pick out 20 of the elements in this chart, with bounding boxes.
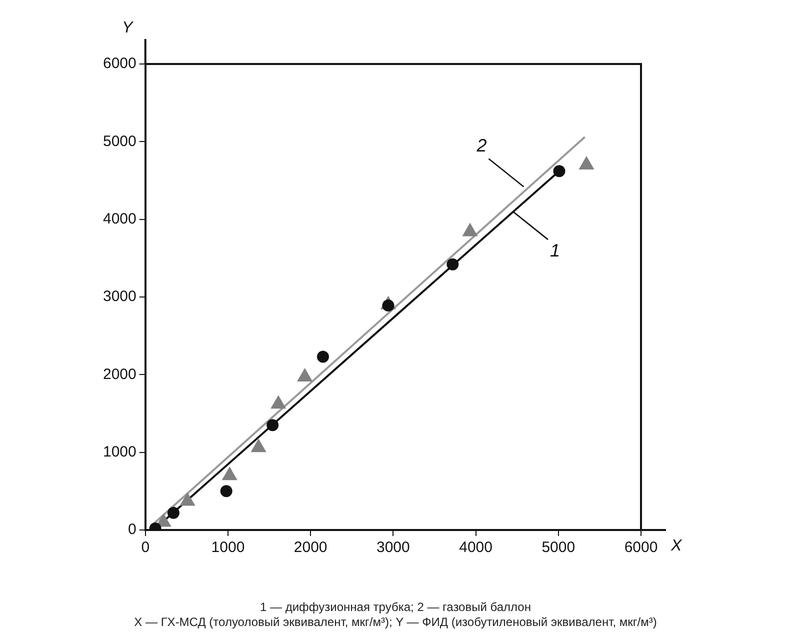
y-tick-label: 1000 xyxy=(102,443,136,460)
x-tick-label: 4000 xyxy=(459,539,492,556)
text: 1 — диффузионная трубка; 2 — газовый баллон xyxy=(259,600,532,615)
y-axis-title: Y xyxy=(122,19,134,36)
text: X — ГХ-МСД (толуоловый эквивалент, мкг/м³); Y — ФИД (изобутиленовый эквивалент, мкг/м³) xyxy=(133,615,658,630)
x-axis-title: X xyxy=(670,537,683,554)
y-tick-label: 6000 xyxy=(102,55,136,72)
y-tick-label: 2000 xyxy=(102,366,136,383)
y-tick-label: 0 xyxy=(128,521,136,538)
x-tick-label: 6000 xyxy=(624,539,658,556)
x-tick-label: 3000 xyxy=(376,539,410,556)
x-tick-label: 0 xyxy=(141,539,150,556)
annotation: 2 xyxy=(476,136,487,156)
x-tick-label: 2000 xyxy=(294,539,328,556)
y-tick-label: 5000 xyxy=(102,132,136,150)
y-tick-label: 3000 xyxy=(102,288,136,306)
x-tick-label: 1000 xyxy=(211,539,245,556)
annotation: 1 xyxy=(550,240,560,261)
y-tick-label: 4000 xyxy=(102,210,136,228)
x-tick-label: 5000 xyxy=(542,539,576,556)
